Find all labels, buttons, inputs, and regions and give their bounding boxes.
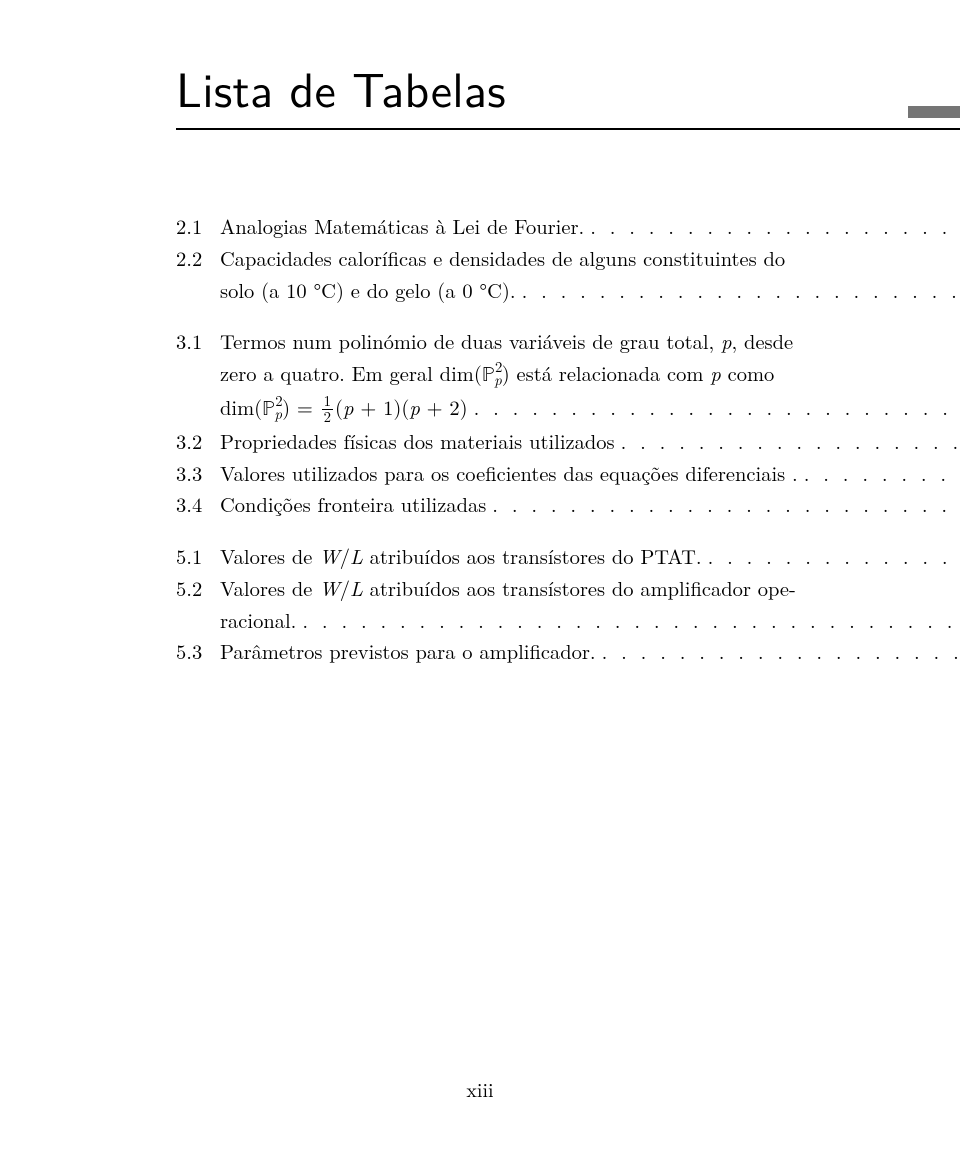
toc-entry-number: 3.4 xyxy=(176,488,220,520)
page: Lista de Tabelas 2.1Analogias Matemática… xyxy=(0,0,960,1151)
toc-entry: 2.1Analogias Matemáticas à Lei de Fourie… xyxy=(176,210,834,242)
toc-entry-body: Valores de W/L atribuídos aos transístor… xyxy=(220,540,960,572)
toc-group: 3.1Termos num polinómio de duas variávei… xyxy=(176,325,834,520)
toc-entry-text: Analogias Matemáticas à Lei de Fourier. xyxy=(220,210,584,242)
toc-entry-body: Analogias Matemáticas à Lei de Fourier..… xyxy=(220,210,960,242)
toc-entry: 3.2Propriedades físicas dos materiais ut… xyxy=(176,425,834,457)
toc-entry-lastline: racional.. . . . . . . . . . . . . . . .… xyxy=(220,604,960,636)
toc-entry-body: Propriedades físicas dos materiais utili… xyxy=(220,425,960,457)
toc-entry: 2.2Capacidades caloríficas e densidades … xyxy=(176,242,834,306)
toc-leader-dots: . . . . . . . . . . . . . . . . . . . . … xyxy=(296,604,960,636)
title-rule xyxy=(176,128,960,130)
toc-leader-dots: . . . . . . . . . . . . . . . . . . . . … xyxy=(468,391,960,423)
toc-entry: 3.1Termos num polinómio de duas variávei… xyxy=(176,325,834,424)
toc-leader-dots: . . . . . . . . . . . . . . . . . . . . … xyxy=(486,488,960,520)
toc-entry-number: 3.3 xyxy=(176,457,220,489)
toc-entry-text: Condições fronteira utilizadas xyxy=(220,488,486,520)
toc-entry-lastline: Valores de W/L atribuídos aos transístor… xyxy=(220,540,960,572)
toc-entry: 3.3Valores utilizados para os coeficient… xyxy=(176,457,834,489)
toc-entry-lastline: Condições fronteira utilizadas. . . . . … xyxy=(220,488,960,520)
toc-entry-number: 2.2 xyxy=(176,242,220,274)
toc-entry-body: Condições fronteira utilizadas. . . . . … xyxy=(220,488,960,520)
toc-entry-number: 3.1 xyxy=(176,325,220,357)
toc-entries: 2.1Analogias Matemáticas à Lei de Fourie… xyxy=(176,210,834,667)
toc-entry: 3.4Condições fronteira utilizadas. . . .… xyxy=(176,488,834,520)
toc-entry-lastline: Propriedades físicas dos materiais utili… xyxy=(220,425,960,457)
toc-entry-text: Propriedades físicas dos materiais utili… xyxy=(220,425,615,457)
toc-leader-dots: . . . . . . . . . . . . . . . . . . . . … xyxy=(516,274,960,306)
toc-entry-text: Valores de W/L atribuídos aos transístor… xyxy=(220,540,702,572)
toc-entry-line: Valores de W/L atribuídos aos transístor… xyxy=(220,572,960,604)
toc-entry-body: Valores de W/L atribuídos aos transístor… xyxy=(220,572,960,636)
toc-entry-body: Capacidades caloríficas e densidades de … xyxy=(220,242,960,306)
toc-entry-number: 5.1 xyxy=(176,540,220,572)
toc-entry: 5.1Valores de W/L atribuídos aos transís… xyxy=(176,540,834,572)
toc-entry-text: Valores utilizados para os coeficientes … xyxy=(220,457,798,489)
toc-entry-text: solo (a 10 °C) e do gelo (a 0 °C). xyxy=(220,274,516,306)
toc-leader-dots: . . . . . . . . . . . . . . . . . . . . … xyxy=(702,540,960,572)
toc-entry-lastline: solo (a 10 °C) e do gelo (a 0 °C).. . . … xyxy=(220,274,960,306)
toc-entry-text: racional. xyxy=(220,604,296,636)
toc-leader-dots: . . . . . . . . . . . . . . . . . . . . … xyxy=(596,635,960,667)
toc-entry-text: Parâmetros previstos para o amplificador… xyxy=(220,635,596,667)
title-block: Lista de Tabelas xyxy=(176,52,834,130)
toc-entry-number: 2.1 xyxy=(176,210,220,242)
toc-entry: 5.3Parâmetros previstos para o amplifica… xyxy=(176,635,834,667)
toc-entry-text: dim(ℙ2p) = 12(p + 1)(p + 2) xyxy=(220,391,468,425)
toc-leader-dots: . . . . . . . . . . . . . . . . . . . . … xyxy=(798,457,960,489)
toc-entry-line: Termos num polinómio de duas variáveis d… xyxy=(220,325,960,357)
toc-entry-number: 3.2 xyxy=(176,425,220,457)
toc-entry-body: Parâmetros previstos para o amplificador… xyxy=(220,635,960,667)
toc-group: 5.1Valores de W/L atribuídos aos transís… xyxy=(176,540,834,667)
toc-leader-dots: . . . . . . . . . . . . . . . . . . . . … xyxy=(615,425,960,457)
toc-entry-lastline: Parâmetros previstos para o amplificador… xyxy=(220,635,960,667)
page-folio: xiii xyxy=(0,1074,960,1103)
toc-entry-lastline: Valores utilizados para os coeficientes … xyxy=(220,457,960,489)
toc-entry-line: zero a quatro. Em geral dim(ℙ2p) está re… xyxy=(220,357,960,391)
toc-entry-body: Valores utilizados para os coeficientes … xyxy=(220,457,960,489)
toc-entry-body: Termos num polinómio de duas variáveis d… xyxy=(220,325,960,424)
toc-entry: 5.2Valores de W/L atribuídos aos transís… xyxy=(176,572,834,636)
toc-group: 2.1Analogias Matemáticas à Lei de Fourie… xyxy=(176,210,834,305)
toc-entry-number: 5.2 xyxy=(176,572,220,604)
page-title: Lista de Tabelas xyxy=(176,52,506,122)
toc-entry-lastline: dim(ℙ2p) = 12(p + 1)(p + 2). . . . . . .… xyxy=(220,391,960,425)
toc-entry-line: Capacidades caloríficas e densidades de … xyxy=(220,242,960,274)
toc-entry-lastline: Analogias Matemáticas à Lei de Fourier..… xyxy=(220,210,960,242)
title-accent-box xyxy=(908,106,960,118)
toc-entry-number: 5.3 xyxy=(176,635,220,667)
toc-leader-dots: . . . . . . . . . . . . . . . . . . . . … xyxy=(584,210,960,242)
